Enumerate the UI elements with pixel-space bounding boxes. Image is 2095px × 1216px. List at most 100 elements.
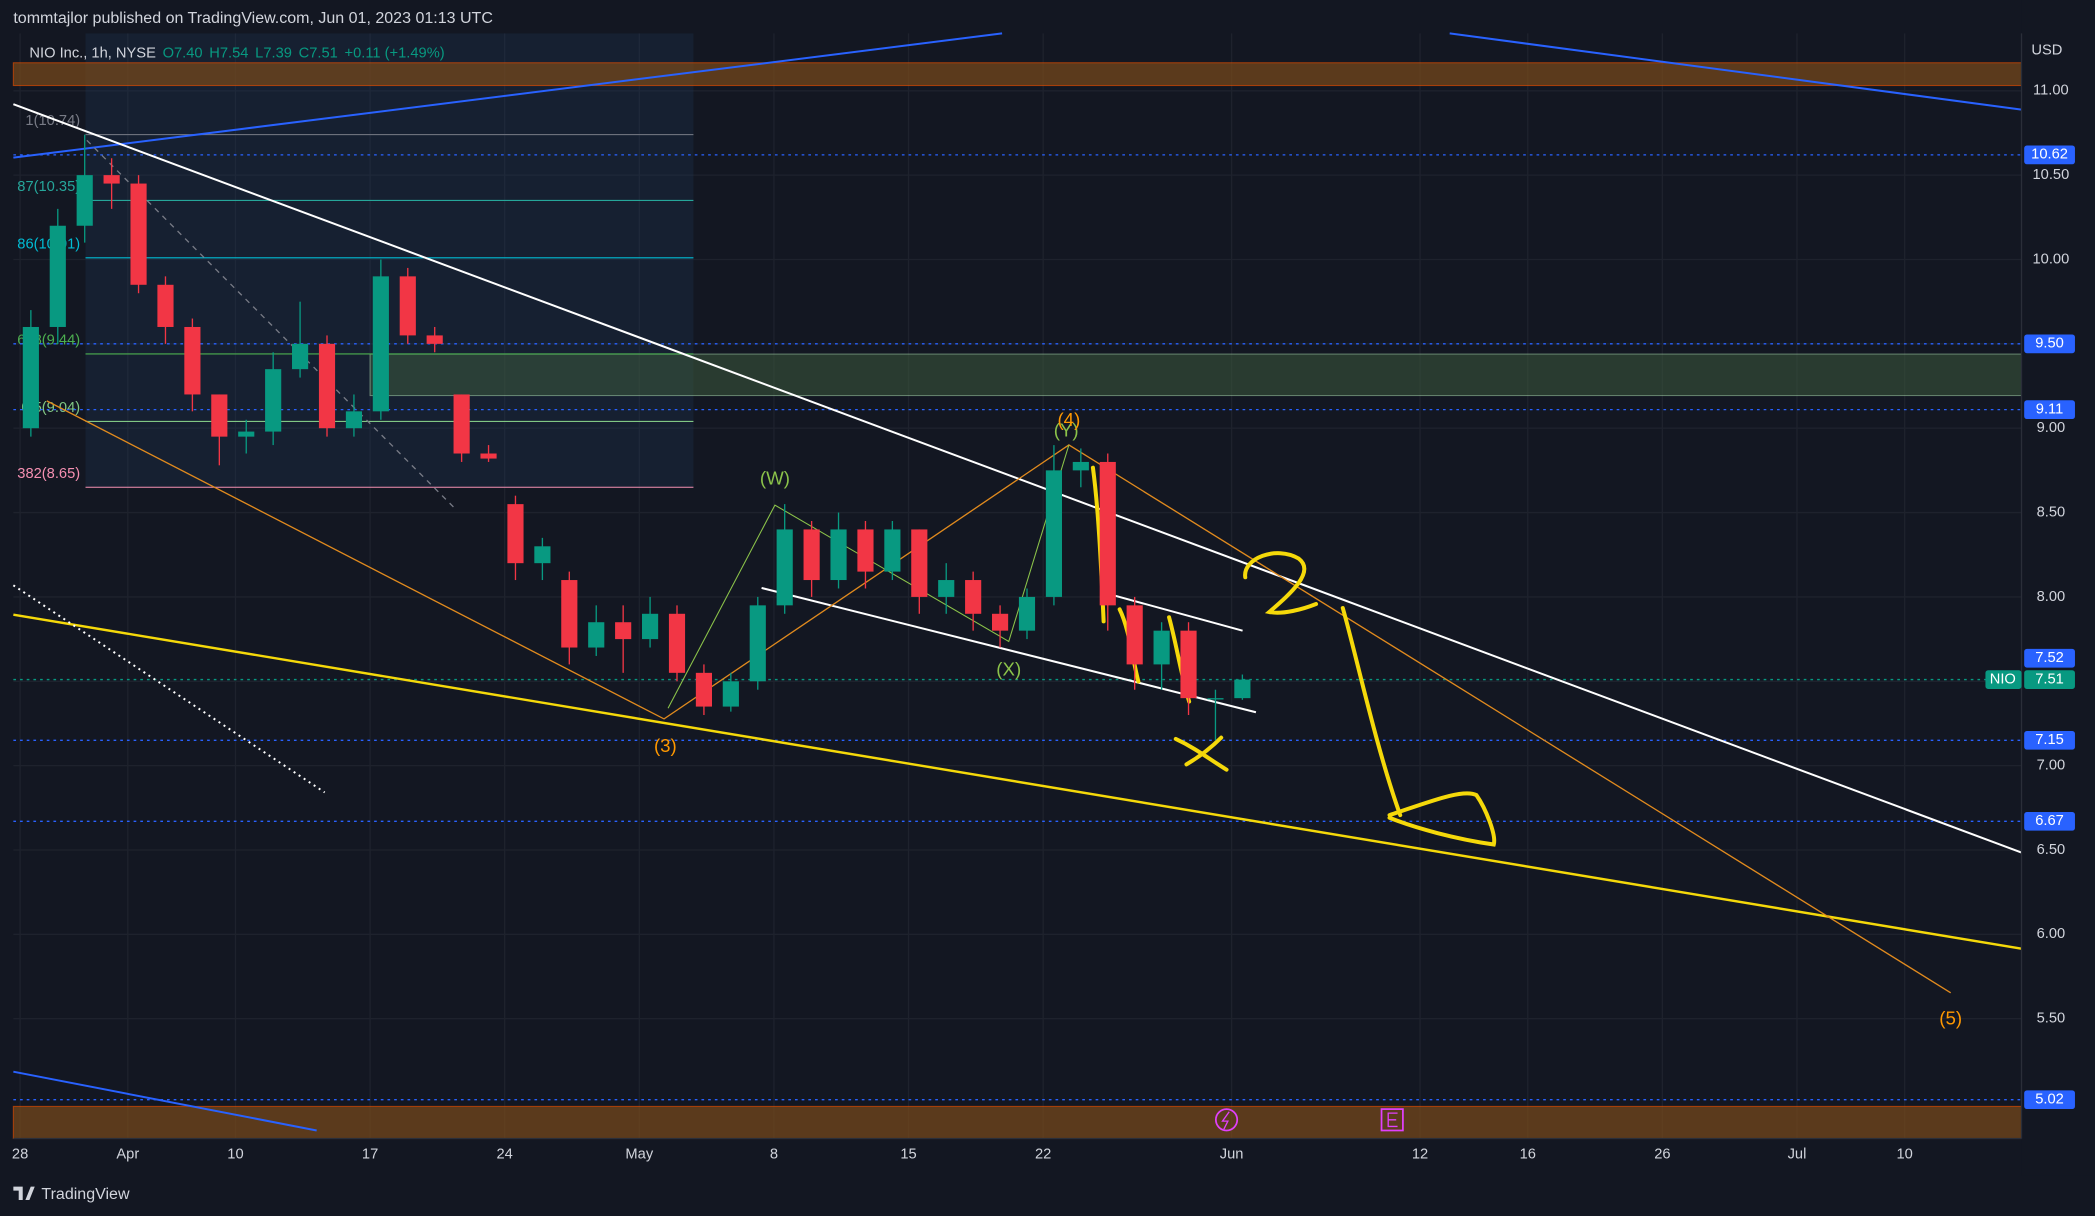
price-axis xyxy=(2021,0,2095,1176)
price-level-label: 7.52 xyxy=(2035,650,2064,666)
y-tick-label: 11.00 xyxy=(2033,83,2069,99)
legend-high: H7.54 xyxy=(209,45,248,61)
demand-zone xyxy=(369,353,2023,397)
legend-close: C7.51 xyxy=(299,45,338,61)
price-level-box xyxy=(2024,670,2075,689)
price-level-box xyxy=(2024,400,2075,419)
dotted-line xyxy=(12,584,326,794)
earnings-icon[interactable] xyxy=(1380,1108,1404,1132)
symbol-tag: NIO xyxy=(1990,671,2016,687)
dividend-icon-glyph xyxy=(1221,1111,1230,1130)
candle-body xyxy=(615,622,632,640)
hand-drawing xyxy=(1173,735,1229,772)
wave-label: (5) xyxy=(1939,1008,1962,1029)
support-zone xyxy=(12,1105,2023,1140)
fib-label: 87(10.35) xyxy=(17,179,80,195)
candle-body xyxy=(426,335,443,344)
y-tick-label: 8.00 xyxy=(2037,589,2066,605)
trend-line xyxy=(1449,32,2022,111)
y-tick-label: 6.50 xyxy=(2037,842,2066,858)
candle-body xyxy=(1207,698,1224,700)
price-level-label: 5.02 xyxy=(2035,1092,2064,1108)
wave-label: (Y) xyxy=(1054,420,1079,441)
trend-line xyxy=(13,103,2022,854)
x-tick-label: 8 xyxy=(770,1146,778,1162)
x-tick-label: 26 xyxy=(1654,1146,1670,1162)
y-tick-label: 9.00 xyxy=(2037,420,2066,436)
candle-body xyxy=(911,529,928,597)
y-tick-label: 8.50 xyxy=(2037,504,2066,520)
axes: 11.0010.5010.009.509.008.508.007.507.006… xyxy=(12,83,2075,1162)
channel-line xyxy=(761,586,1257,714)
price-level-box xyxy=(2024,334,2075,354)
y-tick-label: 5.50 xyxy=(2037,1011,2066,1027)
earnings-icon-glyph xyxy=(1387,1112,1398,1128)
y-tick-label: 7.00 xyxy=(2037,758,2066,774)
legend-open: O7.40 xyxy=(163,45,203,61)
x-tick-label: Jul xyxy=(1788,1146,1807,1162)
candle-body xyxy=(22,326,39,429)
x-tick-label: Jun xyxy=(1220,1146,1244,1162)
candle-body xyxy=(1018,596,1036,631)
currency-label: USD xyxy=(2031,43,2062,59)
candle-body xyxy=(1126,605,1143,665)
logo: TradingView xyxy=(13,1185,130,1203)
candle-body xyxy=(265,369,282,432)
candle-body xyxy=(103,175,120,184)
candle-body xyxy=(345,411,363,429)
grid xyxy=(13,33,2022,1139)
candles xyxy=(22,134,1251,741)
legend-text: NIO Inc., 1h, NYSE O7.40 H7.54 L7.39 C7.51 +0… xyxy=(29,45,444,61)
candle-body xyxy=(453,394,470,454)
price-level-box xyxy=(2024,1090,2075,1110)
price-level-box xyxy=(2024,145,2075,165)
x-tick-label: 15 xyxy=(900,1146,916,1162)
x-tick-label: Apr xyxy=(116,1146,139,1162)
candle-body xyxy=(1234,679,1251,699)
price-level-label: 10.62 xyxy=(2031,147,2068,163)
dividend-icon[interactable] xyxy=(1214,1108,1239,1132)
x-tick-label: 16 xyxy=(1520,1146,1536,1162)
header: tommtajlor published on TradingView.com,… xyxy=(13,9,493,27)
candle-body xyxy=(399,276,416,336)
wave-label: (3) xyxy=(654,735,677,756)
legend-low: L7.39 xyxy=(255,45,292,61)
candle-body xyxy=(1180,630,1197,699)
x-tick-label: 28 xyxy=(12,1146,28,1162)
event-icons xyxy=(1214,1108,1404,1132)
price-level-label: 7.51 xyxy=(2035,671,2064,687)
candle-body xyxy=(157,284,174,327)
x-tick-label: 17 xyxy=(362,1146,378,1162)
fib-label: 382(8.65) xyxy=(17,466,80,482)
candle-body xyxy=(1045,470,1062,597)
x-tick-label: May xyxy=(625,1146,653,1162)
wave-label: (4) xyxy=(1057,409,1080,430)
candle-body xyxy=(211,394,228,437)
logo-mark xyxy=(13,1186,35,1200)
candle-body xyxy=(803,529,820,581)
candle-body xyxy=(722,681,739,707)
candle-body xyxy=(642,613,659,640)
price-level-box xyxy=(2024,811,2075,831)
candle-body xyxy=(776,529,793,606)
trend-line xyxy=(13,613,2022,950)
candle-body xyxy=(884,529,901,572)
candle-body xyxy=(184,326,201,395)
resistance-zone xyxy=(12,62,2023,87)
price-level-label: 9.50 xyxy=(2035,336,2064,352)
candle-body xyxy=(561,580,578,648)
candle-body xyxy=(480,453,497,459)
x-tick-label: 10 xyxy=(1896,1146,1912,1162)
price-level-box xyxy=(2024,648,2075,668)
candle-body xyxy=(49,225,66,327)
candle-body xyxy=(534,546,551,564)
channel-line xyxy=(1106,592,1243,632)
fib-label: 1(10.74) xyxy=(25,113,80,129)
symbol-tag-box xyxy=(1985,670,2022,689)
price-level-label: 6.67 xyxy=(2035,813,2064,829)
candle-body xyxy=(830,529,847,581)
legend-change: +0.11 (+1.49%) xyxy=(344,45,444,61)
legend-symbol: NIO Inc., 1h, NYSE xyxy=(29,45,156,61)
